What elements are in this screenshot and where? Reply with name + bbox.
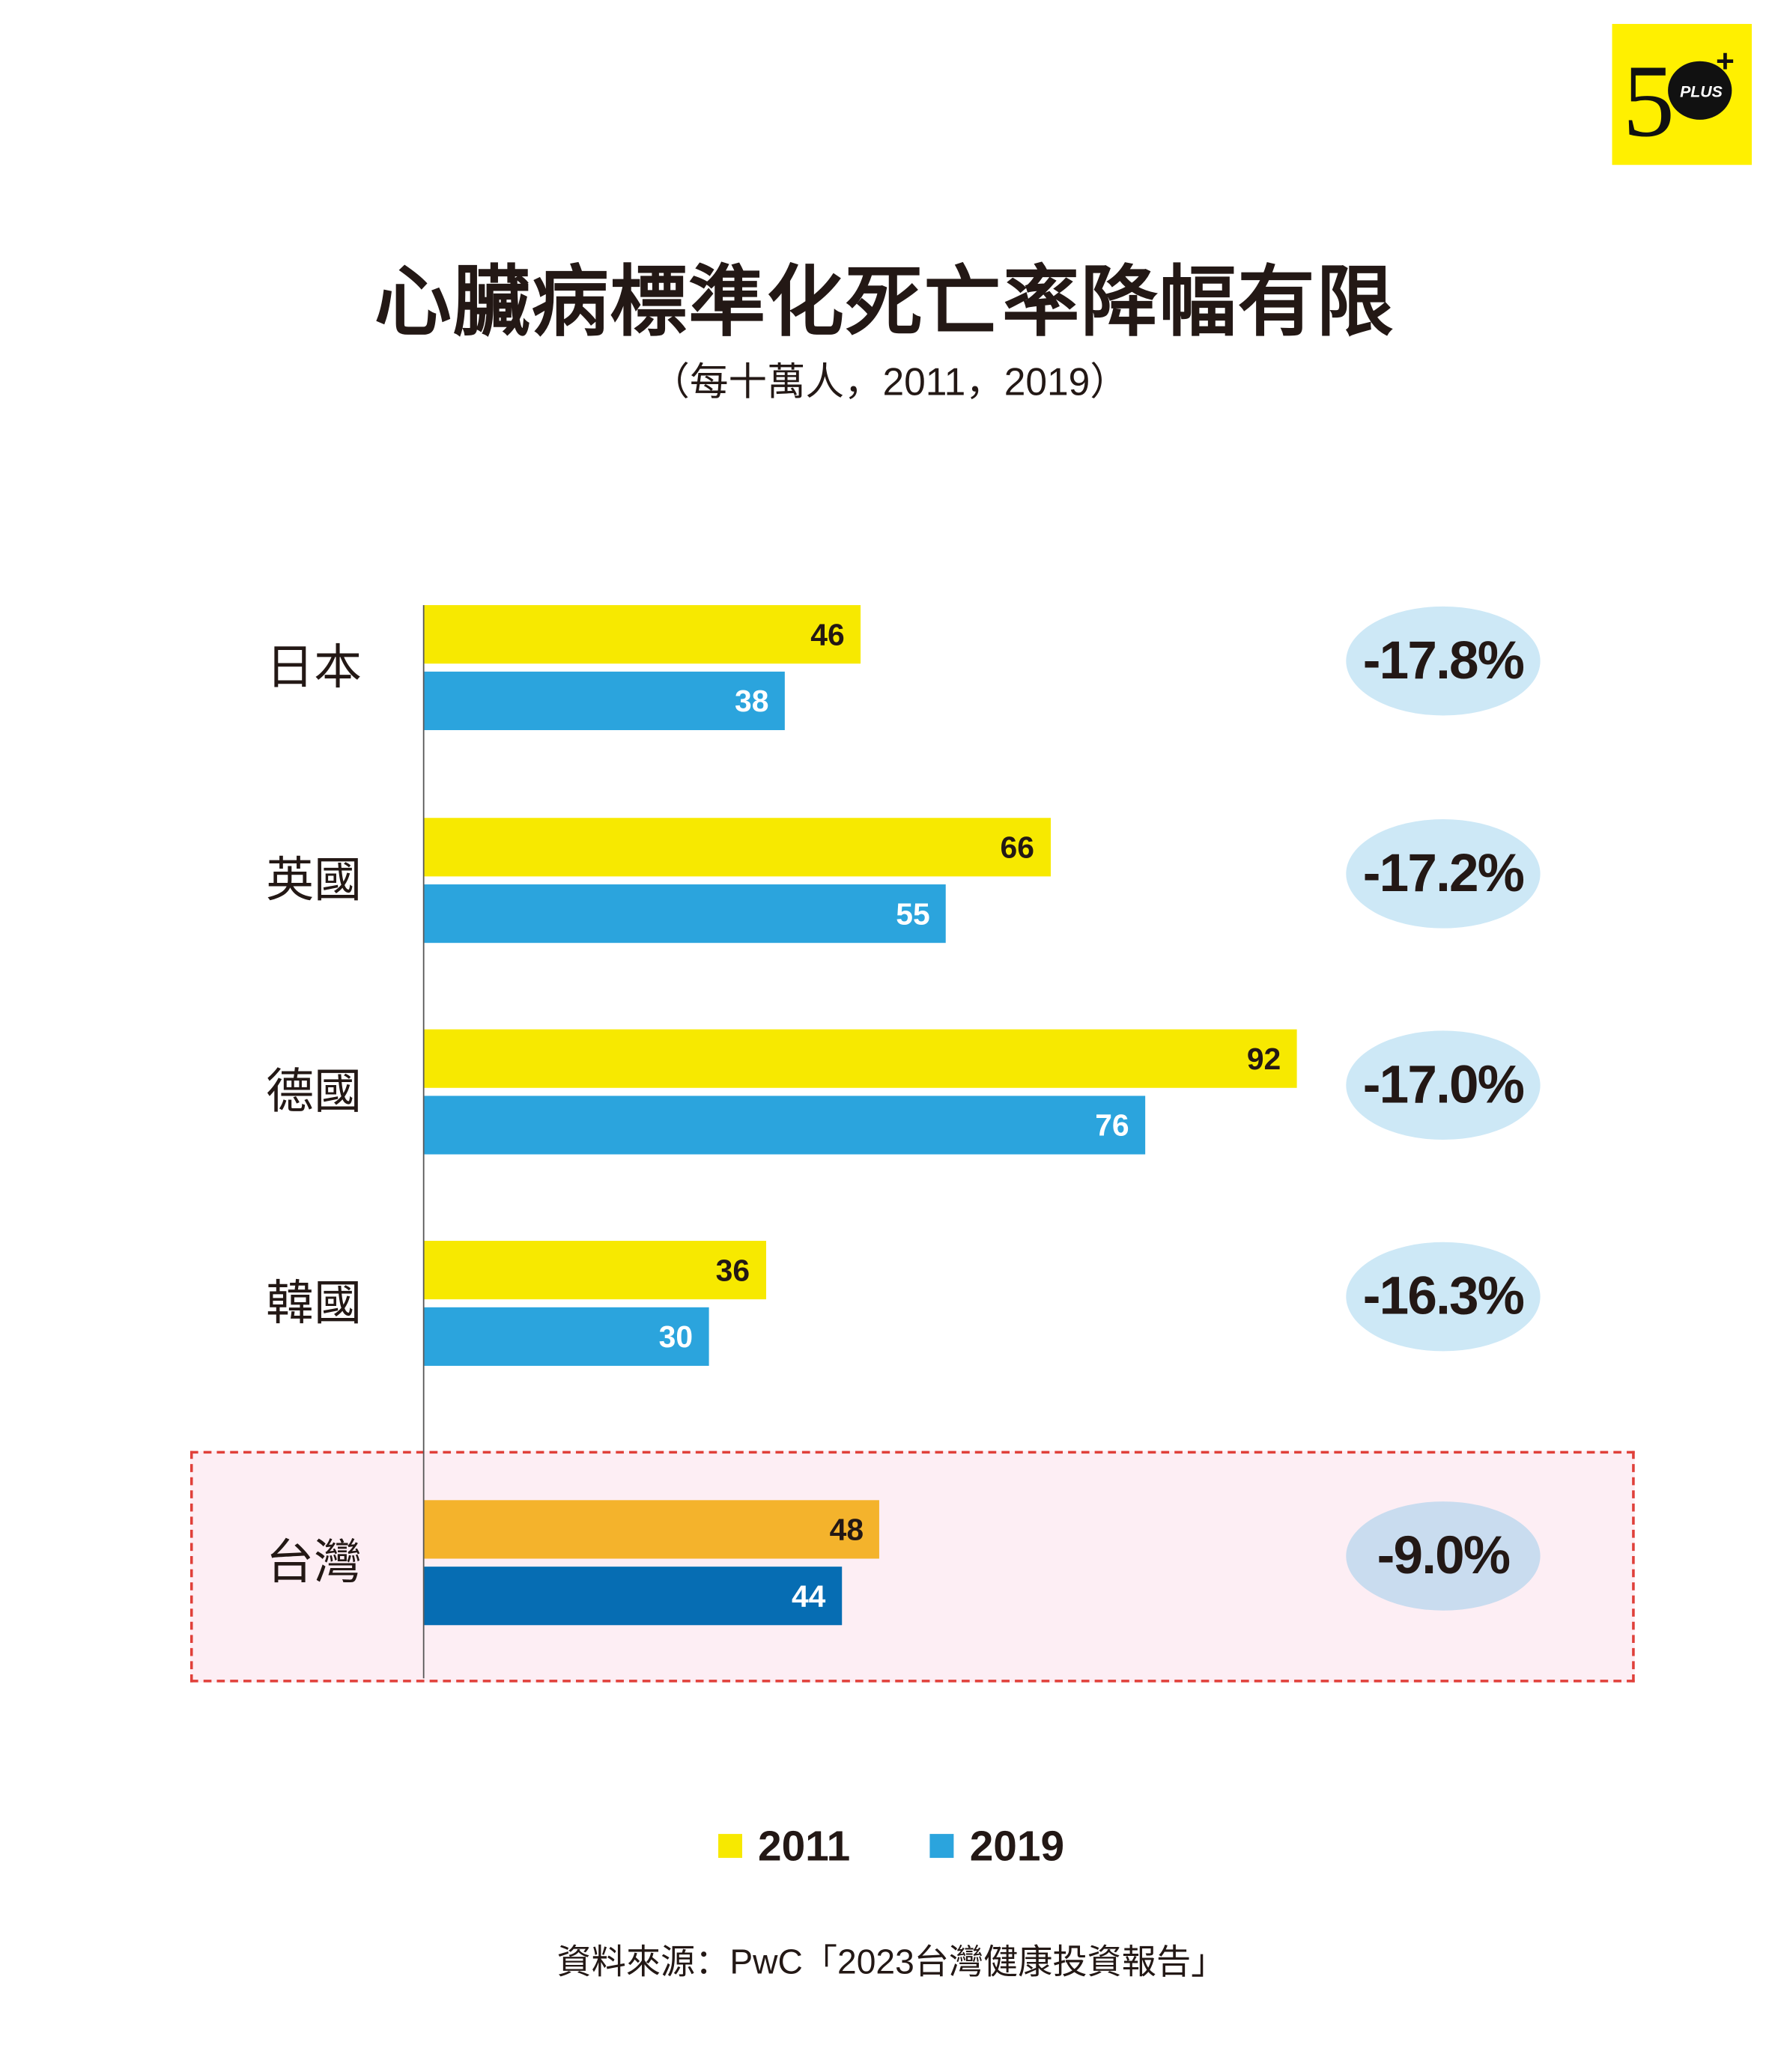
- svg-text:+: +: [1716, 43, 1735, 79]
- data-label: 55: [896, 896, 930, 932]
- data-label: 48: [829, 1512, 864, 1547]
- data-label: 76: [1095, 1108, 1129, 1143]
- change-badge: -16.3%: [1346, 1242, 1541, 1352]
- y-axis-line: [422, 605, 425, 1679]
- data-label: 92: [1246, 1041, 1281, 1076]
- data-label: 44: [791, 1579, 826, 1614]
- brand-logo: 5 PLUS +: [1612, 23, 1752, 165]
- data-label: 38: [734, 683, 769, 719]
- bar-2011: 66: [424, 818, 1051, 877]
- chart-title: 心臟病標準化死亡率降幅有限: [374, 259, 1395, 346]
- legend-label-2019: 2019: [969, 1822, 1065, 1871]
- change-badge: -17.2%: [1346, 819, 1541, 929]
- bar-2011: 46: [424, 605, 861, 664]
- bar-2019: 76: [424, 1096, 1145, 1155]
- category-label: 韓國: [266, 1275, 362, 1330]
- bar-2019: 55: [424, 884, 947, 944]
- change-badge: -17.0%: [1346, 1030, 1541, 1140]
- bar-2011: 36: [424, 1241, 766, 1300]
- source-note: 資料來源：PwC「2023台灣健康投資報告」: [556, 1941, 1226, 1982]
- category-label: 台灣: [266, 1534, 362, 1590]
- category-label: 英國: [266, 852, 362, 908]
- bar-2019: 30: [424, 1307, 709, 1366]
- bar-2019: 44: [424, 1567, 842, 1626]
- change-badge: -17.8%: [1346, 606, 1541, 716]
- legend-label-2011: 2011: [757, 1822, 851, 1871]
- legend: 2011 2019: [0, 1822, 1769, 1871]
- legend-swatch-2011: [717, 1833, 742, 1858]
- change-badge: -9.0%: [1346, 1501, 1541, 1611]
- svg-text:5: 5: [1623, 43, 1675, 158]
- svg-text:PLUS: PLUS: [1680, 83, 1723, 101]
- category-label: 日本: [266, 639, 362, 695]
- bar-2019: 38: [424, 671, 785, 731]
- data-label: 30: [658, 1319, 694, 1354]
- data-label: 46: [810, 617, 845, 652]
- bar-2011: 48: [424, 1500, 880, 1559]
- data-label: 36: [715, 1252, 750, 1288]
- legend-swatch-2019: [929, 1833, 954, 1858]
- category-label: 德國: [266, 1063, 362, 1119]
- data-label: 66: [1000, 830, 1035, 865]
- bar-2011: 92: [424, 1029, 1297, 1088]
- chart-subtitle: （每十萬人，2011，2019）: [651, 362, 1129, 404]
